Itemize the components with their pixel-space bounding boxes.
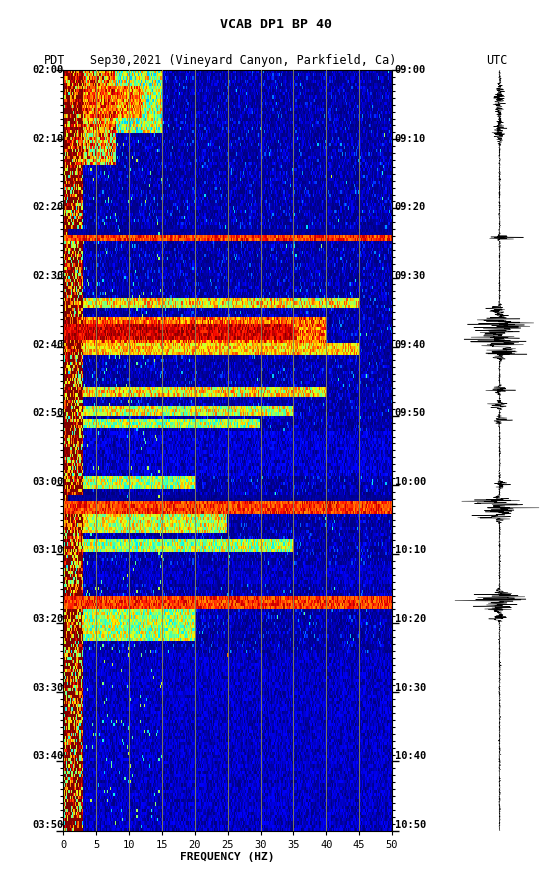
- Text: 09:10: 09:10: [395, 134, 426, 144]
- Text: 09:50: 09:50: [395, 409, 426, 418]
- Text: 02:50: 02:50: [32, 409, 63, 418]
- Text: 09:20: 09:20: [395, 202, 426, 212]
- Text: 03:30: 03:30: [32, 682, 63, 693]
- Text: Sep30,2021 (Vineyard Canyon, Parkfield, Ca): Sep30,2021 (Vineyard Canyon, Parkfield, …: [89, 54, 396, 68]
- Text: 09:00: 09:00: [395, 65, 426, 75]
- Text: 03:10: 03:10: [32, 545, 63, 556]
- Text: 09:30: 09:30: [395, 271, 426, 281]
- Text: 03:00: 03:00: [32, 477, 63, 487]
- Text: 02:20: 02:20: [32, 202, 63, 212]
- Text: 10:20: 10:20: [395, 614, 426, 624]
- Text: 02:10: 02:10: [32, 134, 63, 144]
- Text: 09:40: 09:40: [395, 340, 426, 350]
- Text: 10:10: 10:10: [395, 545, 426, 556]
- Text: VCAB DP1 BP 40: VCAB DP1 BP 40: [220, 18, 332, 30]
- Text: 10:30: 10:30: [395, 682, 426, 693]
- Text: 03:40: 03:40: [32, 751, 63, 761]
- X-axis label: FREQUENCY (HZ): FREQUENCY (HZ): [181, 853, 275, 863]
- Text: PDT: PDT: [44, 54, 66, 68]
- Text: 10:00: 10:00: [395, 477, 426, 487]
- Text: 10:50: 10:50: [395, 820, 426, 830]
- Text: UTC: UTC: [486, 54, 507, 68]
- Text: 02:00: 02:00: [32, 65, 63, 75]
- Text: 02:30: 02:30: [32, 271, 63, 281]
- Text: 02:40: 02:40: [32, 340, 63, 350]
- Text: 03:50: 03:50: [32, 820, 63, 830]
- Text: 10:40: 10:40: [395, 751, 426, 761]
- Text: 03:20: 03:20: [32, 614, 63, 624]
